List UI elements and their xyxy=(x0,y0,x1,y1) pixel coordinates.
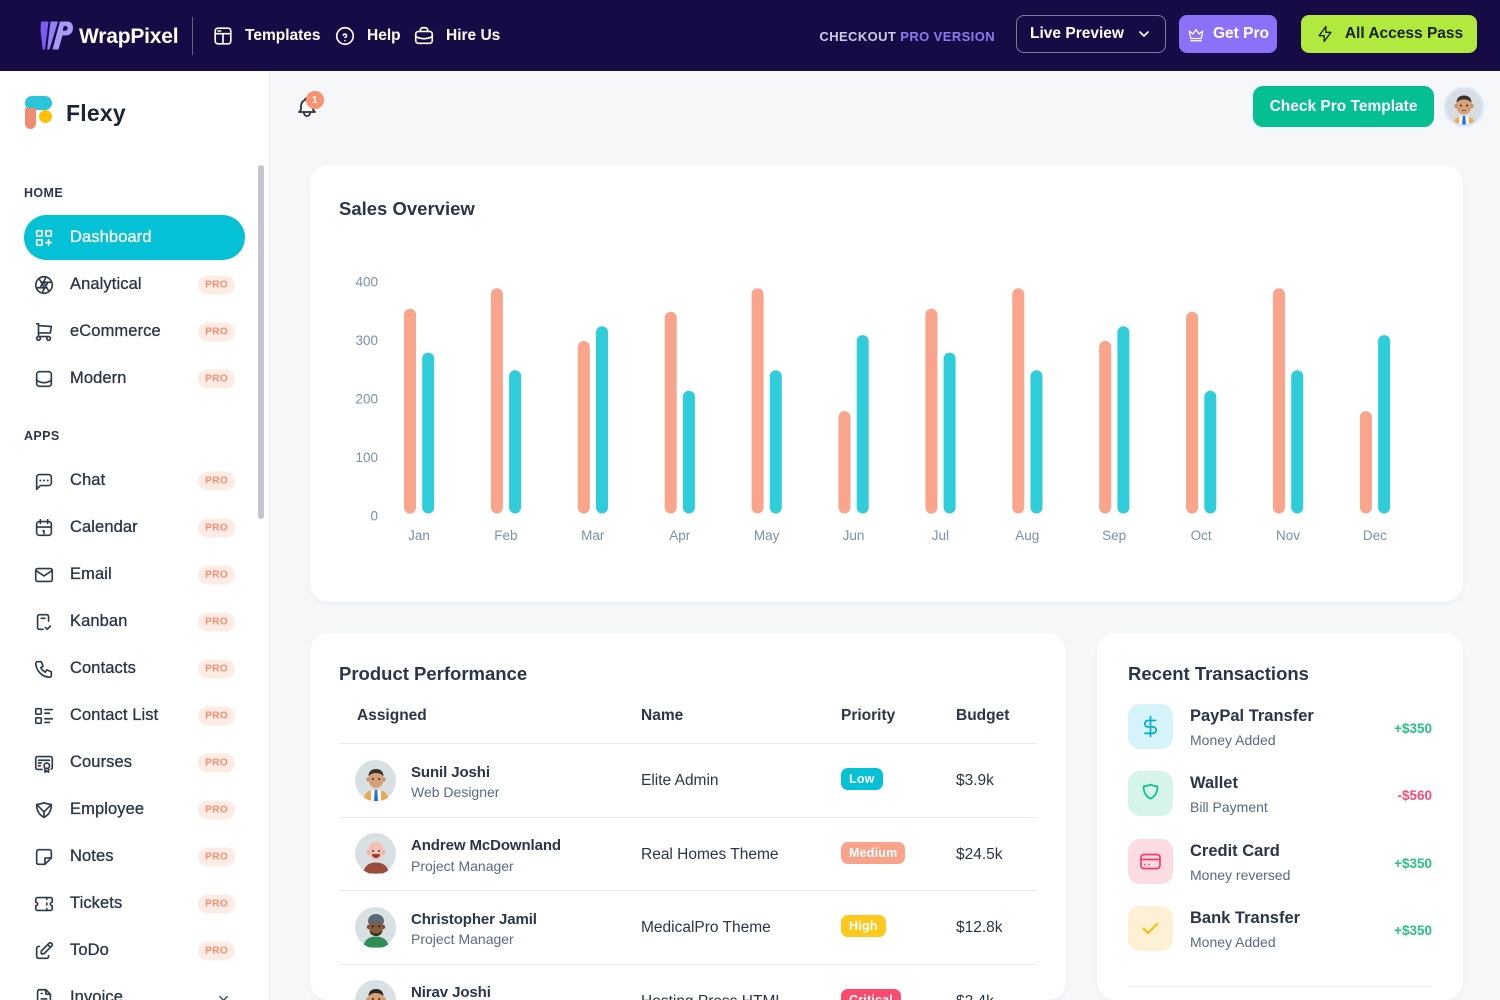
svg-text:Jun: Jun xyxy=(843,528,865,543)
svg-text:Mar: Mar xyxy=(581,528,605,543)
svg-text:0: 0 xyxy=(370,509,378,524)
svg-text:200: 200 xyxy=(355,392,378,407)
svg-text:100: 100 xyxy=(355,450,378,465)
svg-text:Oct: Oct xyxy=(1191,528,1212,543)
svg-text:Sep: Sep xyxy=(1102,528,1126,543)
svg-text:300: 300 xyxy=(355,333,378,348)
svg-text:400: 400 xyxy=(355,275,378,290)
svg-text:Apr: Apr xyxy=(669,528,691,543)
svg-text:Feb: Feb xyxy=(494,528,517,543)
svg-text:Jan: Jan xyxy=(408,528,430,543)
svg-text:Aug: Aug xyxy=(1015,528,1039,543)
svg-text:May: May xyxy=(754,528,780,543)
svg-text:Jul: Jul xyxy=(932,528,949,543)
svg-text:Nov: Nov xyxy=(1276,528,1300,543)
svg-text:Dec: Dec xyxy=(1363,528,1387,543)
